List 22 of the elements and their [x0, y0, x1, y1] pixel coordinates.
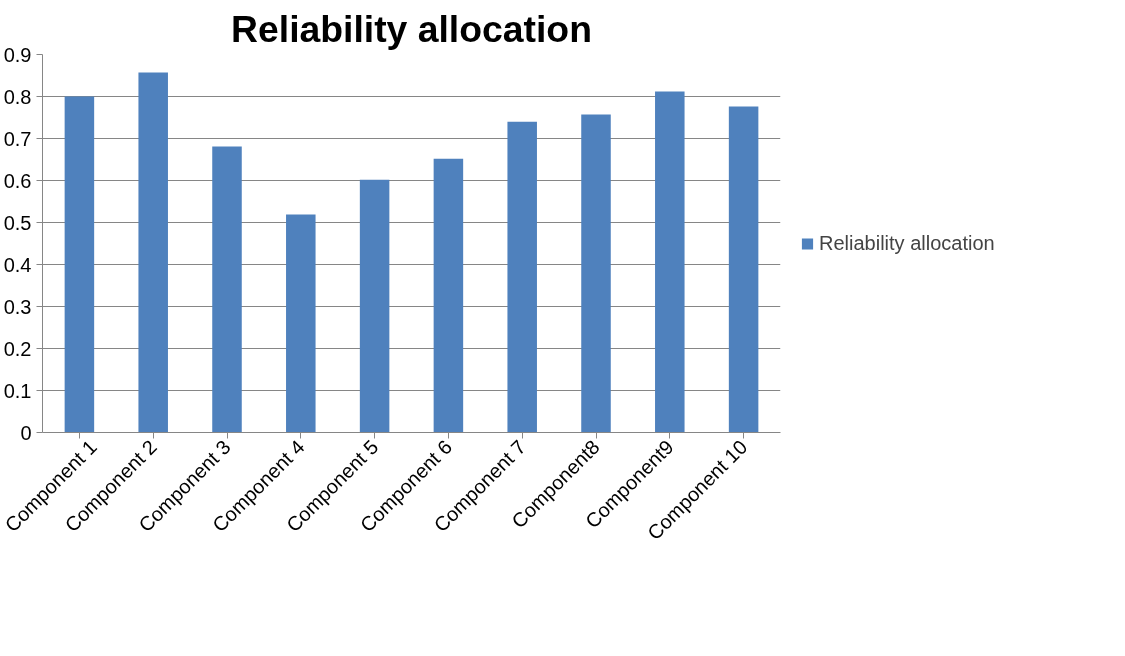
y-tick-label: 0.7 — [3, 127, 32, 150]
bar — [138, 72, 168, 433]
y-tick-label: 0.4 — [3, 253, 32, 276]
bar — [64, 96, 95, 433]
bar — [359, 179, 390, 433]
legend-label: Reliability allocation — [819, 231, 995, 255]
bar — [581, 114, 611, 433]
y-tick-label: 0.8 — [3, 85, 32, 108]
y-tick-label: 0.3 — [3, 295, 32, 318]
y-tick-label: 0.9 — [3, 43, 32, 66]
y-tick-label: 0.2 — [3, 337, 32, 360]
y-tick-label: 0 — [20, 421, 32, 444]
bar — [286, 214, 316, 433]
chart-title: Reliability allocation — [231, 7, 592, 50]
y-tick-label: 0.1 — [3, 379, 32, 402]
y-tick-label: 0.6 — [3, 169, 32, 192]
bar — [507, 121, 537, 433]
y-tick-label: 0.5 — [3, 211, 32, 234]
bar — [433, 158, 464, 433]
bar — [212, 146, 242, 433]
bar — [728, 106, 759, 433]
bar — [655, 91, 685, 433]
